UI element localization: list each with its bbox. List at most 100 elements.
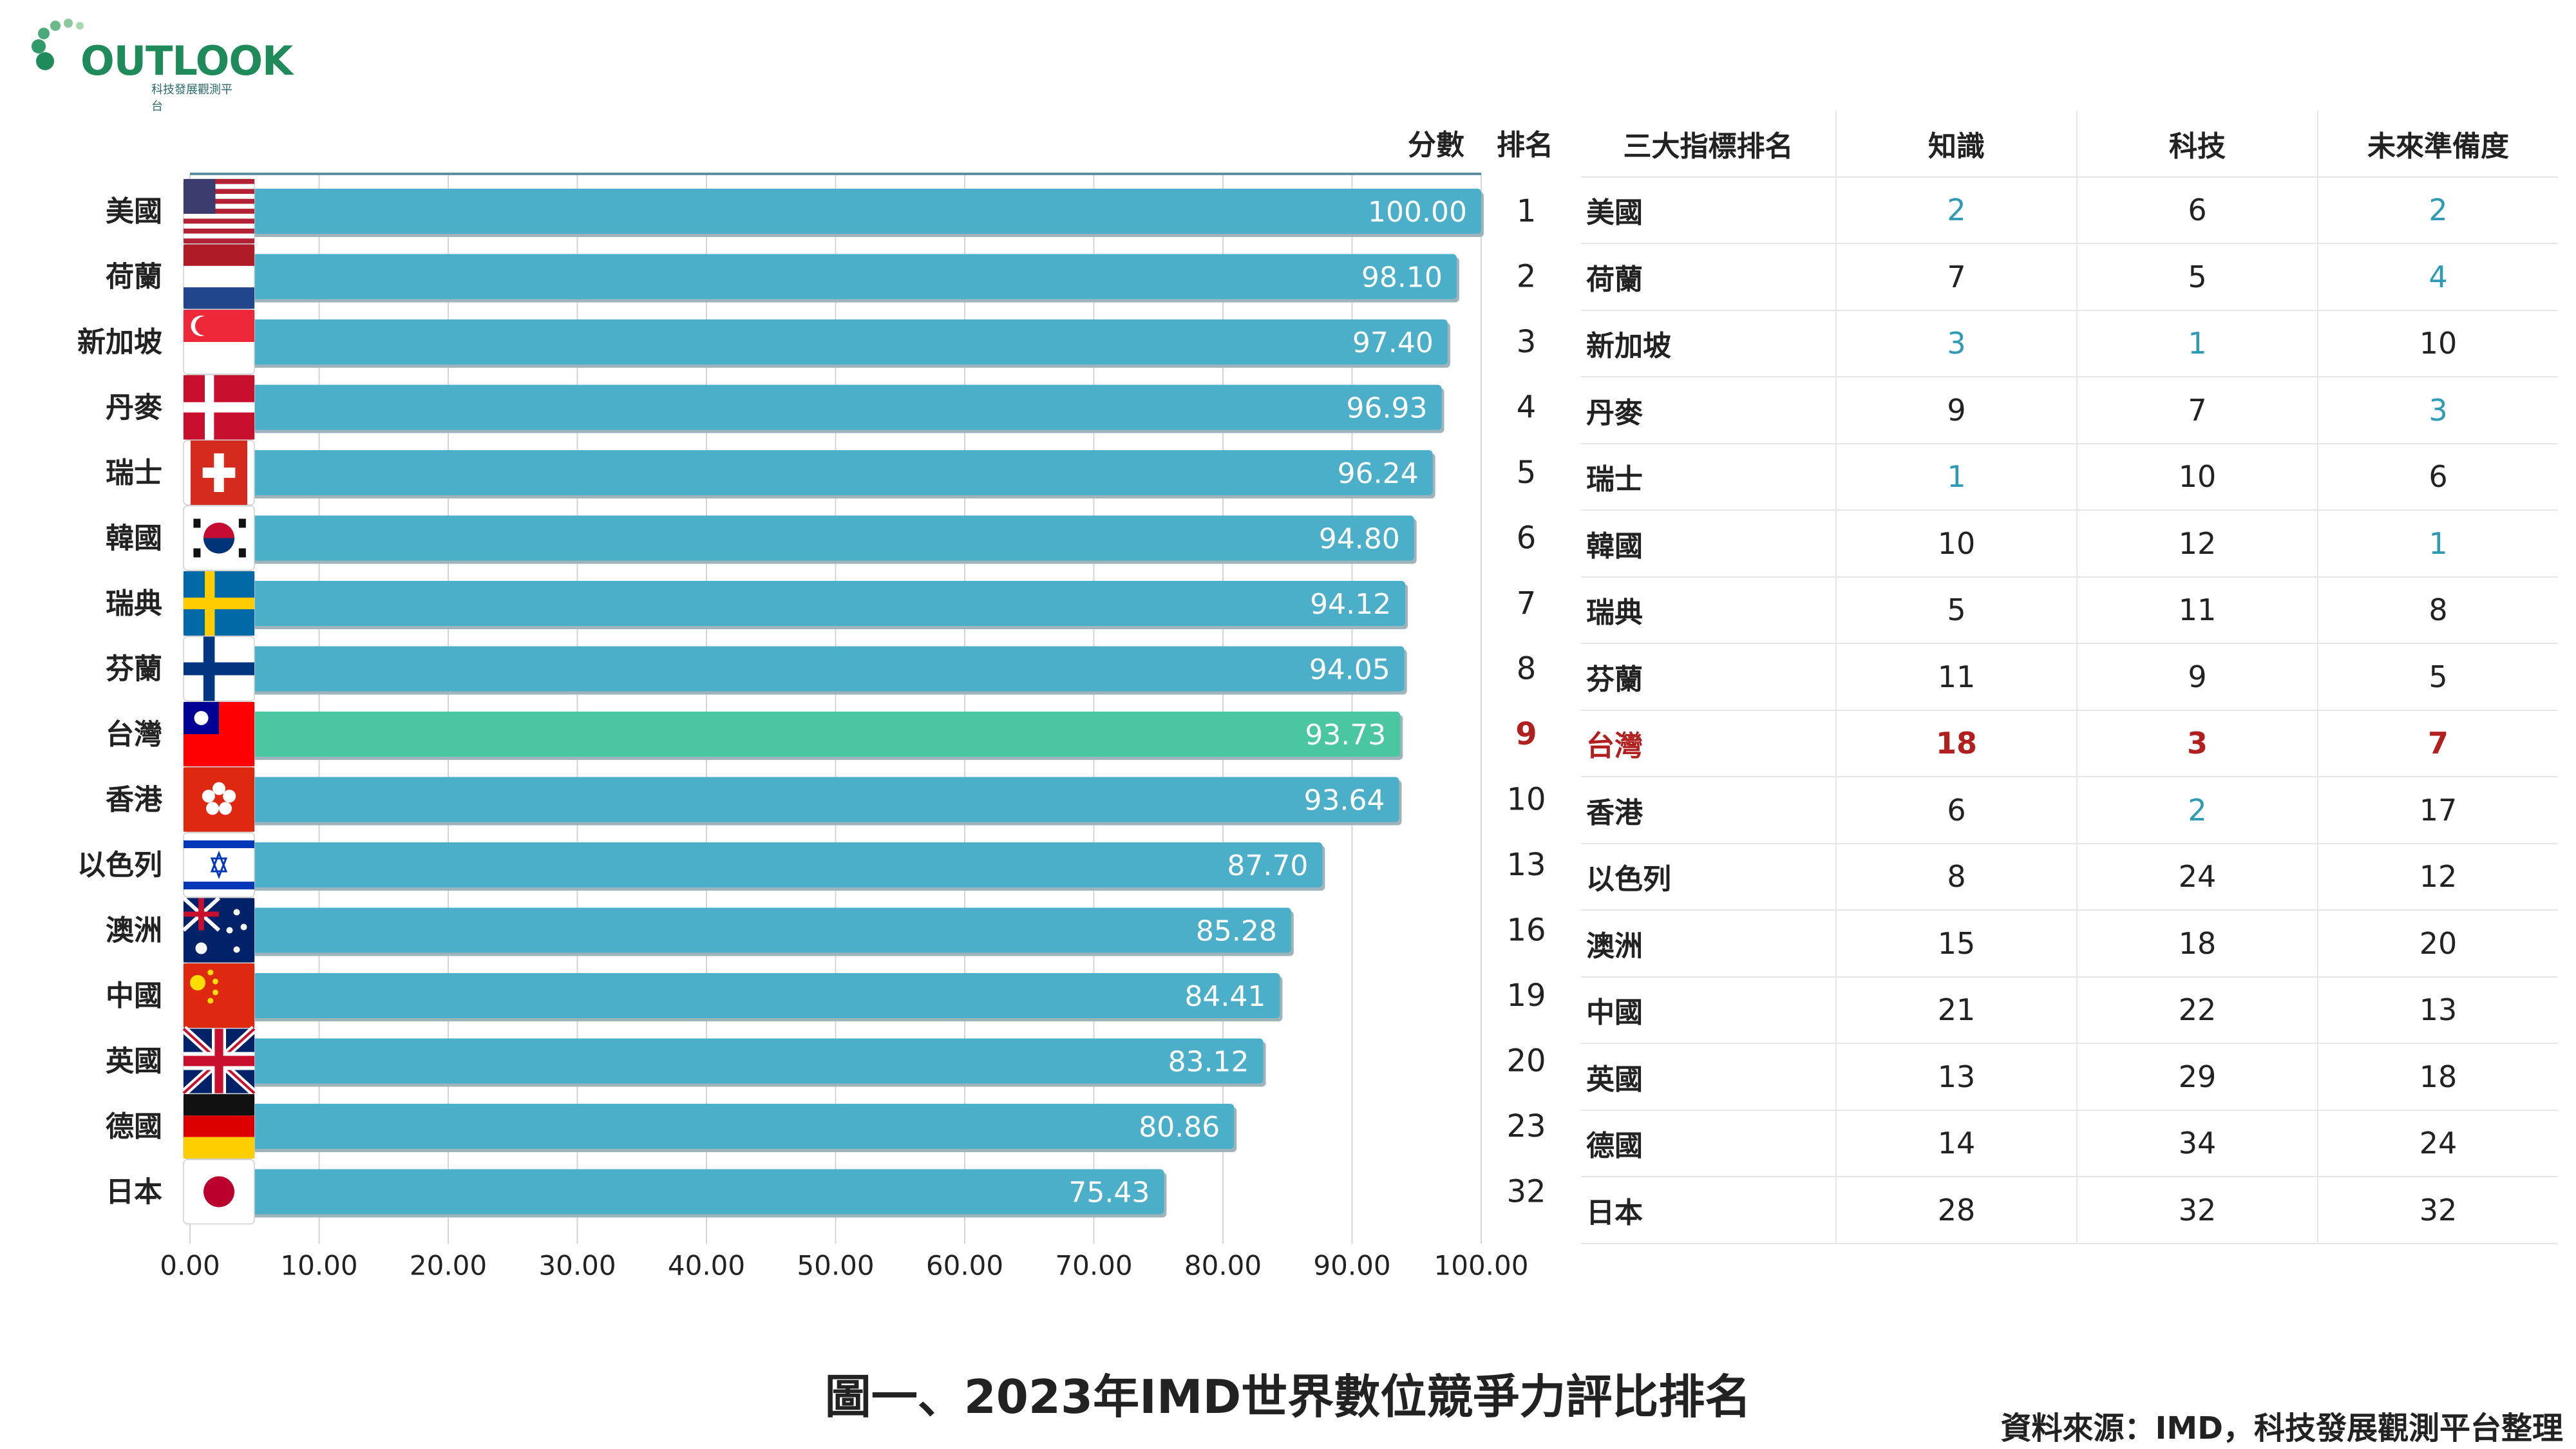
table-knowledge-rank: 14: [1835, 1110, 2077, 1177]
table-technology-rank: 24: [2076, 843, 2318, 911]
bar: [190, 842, 1323, 887]
table-future-rank: 7: [2317, 710, 2558, 777]
table-country: 瑞士: [1581, 443, 1836, 511]
logo-dots-icon: [32, 19, 84, 70]
table-technology-rank: 7: [2076, 377, 2318, 444]
korea-flag-icon: [183, 505, 255, 571]
table-future-rank: 17: [2317, 777, 2558, 844]
table-country: 德國: [1581, 1110, 1836, 1177]
x-tick-label: 40.00: [668, 1249, 745, 1281]
logo-text: OUTLOOK: [80, 37, 293, 84]
bar-value-label: 83.12: [1168, 1046, 1249, 1079]
table-row: 以色列 8 24 12: [1581, 843, 2558, 911]
x-tick-label: 100.00: [1434, 1249, 1529, 1281]
table-knowledge-rank: 1: [1835, 443, 2077, 511]
logo-subtitle: 科技發展觀測平台: [151, 83, 232, 113]
bar: [190, 777, 1399, 822]
bar: [190, 907, 1291, 953]
table-future-rank: 4: [2317, 243, 2558, 311]
table-future-rank: 32: [2317, 1177, 2558, 1244]
taiwan-flag-icon: [183, 701, 255, 767]
bar-value-label: 98.10: [1361, 261, 1443, 294]
table-row: 新加坡 3 1 10: [1581, 310, 2558, 377]
japan-flag-icon: [183, 1159, 255, 1225]
table-row: 台灣 18 3 7: [1581, 710, 2558, 777]
category-label: 以色列: [77, 849, 162, 882]
rank-value: 8: [1517, 651, 1537, 687]
table-row: 澳洲 15 18 20: [1581, 910, 2558, 978]
x-tick-label: 50.00: [797, 1249, 874, 1281]
category-label: 美國: [106, 195, 162, 228]
bar-value-label: 94.12: [1310, 588, 1391, 621]
table-row: 美國 2 6 2: [1581, 176, 2558, 244]
bar: [190, 254, 1457, 299]
denmark-flag-icon: [183, 374, 255, 440]
table-knowledge-rank: 9: [1835, 377, 2077, 444]
bar-value-label: 94.80: [1319, 523, 1400, 556]
table-technology-rank: 34: [2076, 1110, 2318, 1177]
table-row: 香港 6 2 17: [1581, 777, 2558, 844]
category-label: 香港: [106, 784, 163, 817]
israel-flag-icon: [183, 832, 255, 898]
bar-value-label: 97.40: [1352, 327, 1434, 359]
table-knowledge-rank: 10: [1835, 510, 2077, 578]
table-future-rank: 3: [2317, 377, 2558, 444]
table-future-rank: 20: [2317, 910, 2558, 978]
rank-value: 20: [1506, 1043, 1546, 1079]
table-knowledge-rank: 6: [1835, 777, 2077, 844]
table-future-rank: 24: [2317, 1110, 2558, 1177]
header-indicators: 三大指標排名: [1581, 111, 1836, 178]
bar: [190, 319, 1448, 365]
table-country: 台灣: [1581, 710, 1836, 777]
table-country: 韓國: [1581, 510, 1836, 578]
table-knowledge-rank: 3: [1835, 310, 2077, 377]
table-country: 丹麥: [1581, 377, 1836, 444]
bar-value-label: 94.05: [1309, 654, 1390, 687]
table-knowledge-rank: 13: [1835, 1043, 2077, 1111]
table-country: 以色列: [1581, 843, 1836, 911]
bar: [190, 450, 1433, 495]
bar-value-label: 96.93: [1346, 392, 1427, 425]
x-tick-label: 80.00: [1184, 1249, 1262, 1281]
germany-flag-icon: [183, 1094, 255, 1159]
table-row: 瑞士 1 10 6: [1581, 443, 2558, 511]
table-knowledge-rank: 7: [1835, 243, 2077, 311]
rank-value: 13: [1506, 847, 1546, 883]
table-country: 瑞典: [1581, 576, 1836, 644]
table-country: 美國: [1581, 176, 1836, 244]
bar-value-label: 84.41: [1184, 980, 1265, 1013]
rank-value: 2: [1517, 259, 1537, 295]
table-row: 丹麥 9 7 3: [1581, 377, 2558, 444]
rank-value: 10: [1506, 782, 1546, 818]
australia-flag-icon: [182, 896, 255, 963]
category-label: 日本: [106, 1176, 162, 1209]
index-ranking-table: 三大指標排名 知識 科技 未來準備度 美國 2 6 2 荷蘭 7 5 4 新加坡 3 1 10 丹麥 9 7…: [1581, 111, 2558, 1244]
netherlands-flag-icon: [183, 243, 255, 310]
category-label: 德國: [106, 1110, 162, 1143]
rank-value: 6: [1517, 520, 1537, 556]
category-label: 英國: [106, 1045, 162, 1078]
table-row: 芬蘭 11 9 5: [1581, 643, 2558, 711]
category-label: 芬蘭: [106, 653, 162, 686]
table-future-rank: 6: [2317, 443, 2558, 511]
table-knowledge-rank: 18: [1835, 710, 2077, 777]
table-future-rank: 2: [2317, 176, 2558, 244]
table-row: 韓國 10 12 1: [1581, 510, 2558, 578]
table-knowledge-rank: 28: [1835, 1177, 2077, 1244]
x-tick-label: 70.00: [1055, 1249, 1132, 1281]
table-future-rank: 5: [2317, 643, 2558, 711]
table-technology-rank: 12: [2076, 510, 2318, 578]
table-future-rank: 1: [2317, 510, 2558, 578]
sweden-flag-icon: [183, 571, 255, 636]
rank-value: 9: [1515, 716, 1537, 752]
category-label: 荷蘭: [106, 261, 162, 294]
bar-chart: 0.00 10.00 20.00 30.00 40.00 50.00 60.00 70.00 8…: [77, 129, 1553, 1281]
score-header: 分數: [1408, 129, 1464, 162]
table-country: 荷蘭: [1581, 243, 1836, 311]
table-future-rank: 8: [2317, 576, 2558, 644]
table-technology-rank: 29: [2076, 1043, 2318, 1111]
category-label: 丹麥: [106, 392, 163, 424]
source-note: 資料來源：IMD，科技發展觀測平台整理: [2000, 1410, 2563, 1446]
category-label: 韓國: [106, 522, 162, 555]
table-row: 德國 14 34 24: [1581, 1110, 2558, 1177]
